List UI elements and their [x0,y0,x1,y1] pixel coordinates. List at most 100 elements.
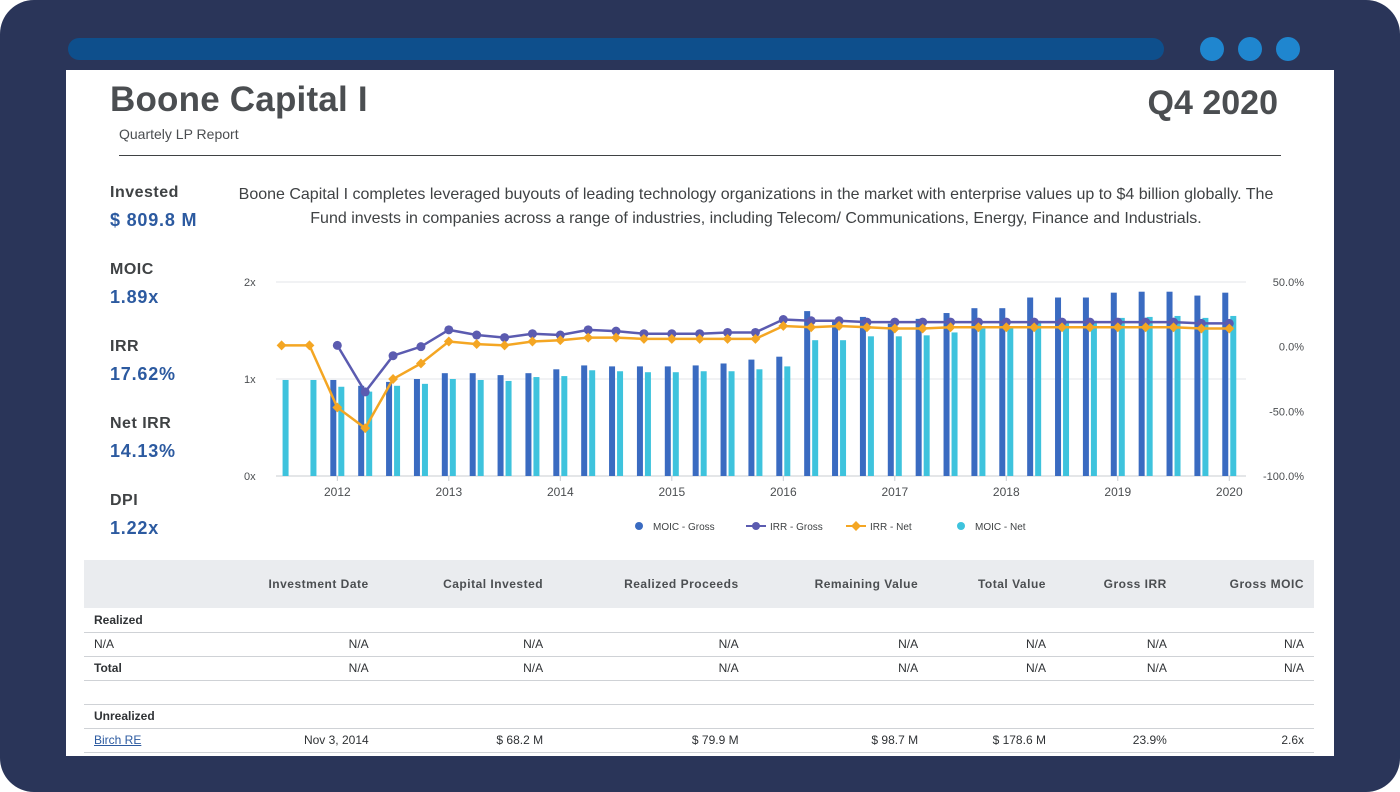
stat-dpi: DPI 1.22x [110,492,230,569]
stat-label: MOIC [110,261,154,278]
bar-moic-gross [1222,292,1229,476]
right-axis-tick-label: 50.0% [1273,277,1304,289]
column-header[interactable]: Investment Date [204,560,379,608]
bar-moic-net [282,379,289,476]
bar-moic-net [617,371,624,476]
table-cell: 2.6x [1176,728,1314,753]
stat-irr: IRR 17.62% [110,338,230,415]
column-header[interactable]: Capital Invested [378,560,554,608]
column-header[interactable]: Gross IRR [1055,560,1177,608]
point-irr-net [583,332,594,343]
table-cell: N/A [84,632,204,657]
bar-moic-gross [804,311,811,476]
table-row: Birch RE Nov 3, 2014 $ 68.2 M $ 79.9 M $… [84,728,1314,753]
point-irr-net [276,340,287,351]
legend-label: MOIC - Gross [653,522,715,533]
address-bar[interactable] [68,38,1164,60]
x-axis-tick-label: 2019 [1104,485,1131,499]
point-irr-gross [806,316,816,326]
point-irr-net [834,321,844,331]
point-irr-gross [472,330,482,340]
table-cell: N/A [378,656,554,681]
table-cell: N/A [748,632,929,657]
stat-moic: MOIC 1.89x [110,261,230,338]
point-irr-net [1140,322,1151,333]
bar-moic-gross [664,366,671,476]
bar-moic-net [672,372,679,476]
bar-moic-net [756,369,763,476]
table-cell: N/A [1055,656,1177,681]
stat-value: 14.13% [110,441,176,461]
bar-moic-gross [497,375,504,476]
table-cell: N/A [1055,632,1177,657]
stats-panel: Invested $ 809.8 M MOIC 1.89x IRR 17.62%… [110,184,230,569]
point-irr-gross [1196,318,1206,328]
section-realized: Realized [84,608,1314,633]
point-irr-gross [1029,317,1039,327]
bar-moic-gross [553,369,560,476]
table-header-row: Investment Date Capital Invested Realize… [84,560,1314,608]
point-irr-gross [723,327,733,337]
bar-moic-gross [1166,291,1173,476]
point-irr-gross [1085,317,1095,327]
bar-moic-gross [776,356,783,476]
bar-moic-net [1063,320,1070,476]
point-irr-gross [918,317,928,327]
table-cell: N/A [928,656,1056,681]
window-dot-1[interactable] [1200,37,1224,61]
bar-moic-net [1230,315,1237,476]
point-irr-net [722,333,733,344]
bar-moic-gross [692,365,699,476]
x-axis-tick-label: 2013 [435,485,462,499]
table-row: N/A N/A N/A N/A N/A N/A N/A N/A [84,632,1314,657]
legend-label: MOIC - Net [975,522,1026,533]
x-axis-tick-label: 2015 [658,485,685,499]
table-cell: N/A [204,656,379,681]
window-dot-3[interactable] [1276,37,1300,61]
point-irr-gross [332,340,342,350]
fund-description: Boone Capital I completes leveraged buyo… [238,186,1274,227]
point-irr-gross [973,317,983,327]
window-dot-2[interactable] [1238,37,1262,61]
company-cell: Birch RE [84,728,204,753]
bar-moic-gross [469,373,476,476]
bar-moic-net [1174,315,1181,476]
bar-moic-net [449,379,456,476]
stat-value: 1.22x [110,518,160,538]
point-irr-gross [583,325,593,335]
legend-marker [752,522,760,530]
column-header [84,560,204,608]
bar-moic-net [505,380,512,476]
legend-marker [957,522,965,530]
bar-moic-gross [748,359,755,476]
bar-moic-gross [859,316,866,476]
stat-invested: Invested $ 809.8 M [110,184,230,261]
table-cell: $ 68.2 M [378,728,554,753]
point-irr-gross [890,317,900,327]
bar-moic-net [840,340,847,476]
company-link[interactable]: Birch RE [94,733,142,747]
table-cell: N/A [1176,656,1314,681]
bar-moic-gross [1194,295,1201,476]
column-header[interactable]: Realized Proceeds [553,560,749,608]
column-header[interactable]: Remaining Value [748,560,929,608]
point-irr-net [443,336,454,347]
point-irr-net [304,340,315,351]
stat-value: 17.62% [110,364,176,384]
x-axis-tick-label: 2020 [1216,485,1243,499]
bar-moic-net [338,386,345,476]
bar-moic-gross [330,379,337,476]
bar-moic-gross [358,385,365,476]
point-irr-gross [862,317,872,327]
table-cell: N/A [553,632,749,657]
stat-value: 1.89x [110,287,160,307]
bar-moic-gross [832,320,839,476]
column-header[interactable]: Gross MOIC [1176,560,1314,608]
column-header[interactable]: Total Value [928,560,1056,608]
point-irr-net [861,322,872,333]
point-irr-net [1224,323,1235,334]
table-cell: N/A [378,632,554,657]
point-irr-gross [834,316,844,326]
x-axis-tick-label: 2016 [770,485,797,499]
